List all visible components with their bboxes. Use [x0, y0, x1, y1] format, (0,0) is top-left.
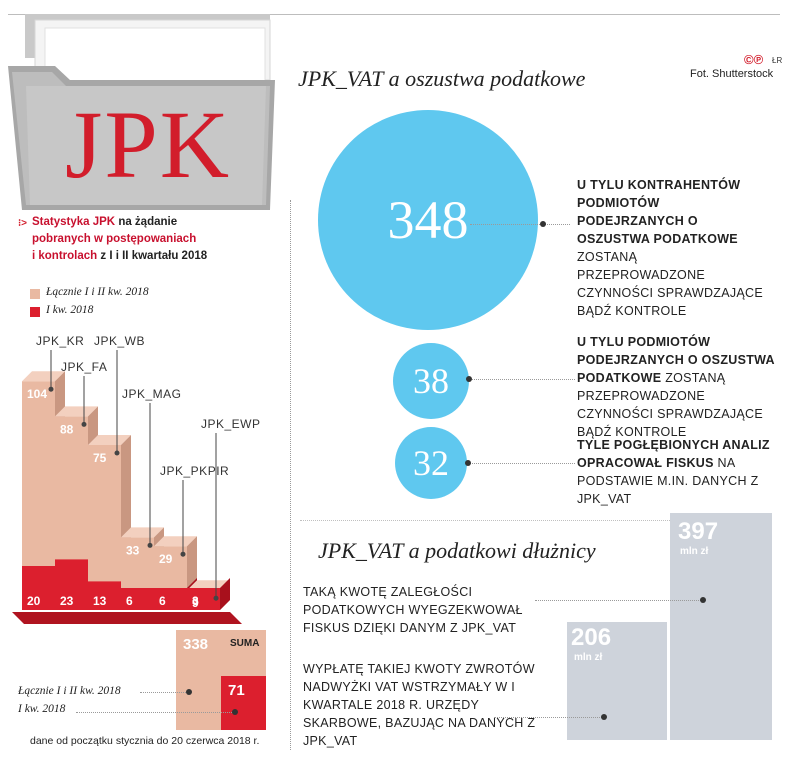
- debt-bar-397-value: 397: [678, 518, 719, 545]
- fraud-circle-348: 348: [318, 110, 538, 330]
- bar-total-value: 33: [126, 543, 140, 557]
- legend-swatch-total: [30, 289, 40, 299]
- fraud-text-348: U TYLU KONTRAHENTÓW PODMIOTÓW PODEJRZANY…: [577, 178, 764, 318]
- leader-348: [470, 224, 570, 225]
- bar-q1: [55, 559, 88, 610]
- bar-q1-value: 13: [93, 594, 107, 608]
- bar-category-label: JPK_EWP: [201, 417, 261, 431]
- debt-bar-397: [670, 513, 772, 740]
- footnote: dane od początku stycznia do 20 czerwca …: [30, 735, 260, 747]
- sum-leader-dot-total: [186, 689, 192, 695]
- bar-q1-value: 3: [192, 594, 199, 608]
- bar-chart: 104 20 JPK_KR 88 23 JPK_FA 75 13 JPK_WB 33 6 JPK_MA…: [12, 334, 261, 624]
- fraud-text-38: U TYLU PODMIOTÓW PODEJRZANYCH O OSZUSTWA…: [577, 335, 775, 439]
- bar-leader-dot: [147, 542, 153, 548]
- sum-leader-q1: [76, 712, 234, 713]
- bar-q1: [154, 588, 187, 610]
- bar-leader-dot: [213, 595, 219, 601]
- fraud-circle-38: 38: [393, 343, 469, 419]
- bar-total-value: 88: [60, 422, 74, 436]
- column-divider: [290, 200, 291, 750]
- sum-leader-dot-q1: [232, 709, 238, 715]
- top-rule: [8, 14, 780, 15]
- legend-label-total: Łącznie I i II kw. 2018: [46, 286, 149, 298]
- sum-legend-q1: I kw. 2018: [18, 703, 66, 715]
- leader-dot-206: [601, 714, 607, 720]
- leader-38: [470, 379, 575, 380]
- debtors-text-1: TAKĄ KWOTĘ ZALEGŁOŚCI PODATKOWYCH WYEGZE…: [303, 585, 523, 635]
- sum-total-value: 338: [183, 636, 209, 653]
- debtors-text-2: WYPŁATĘ TAKIEJ KWOTY ZWROTÓW NADWYŻKI VA…: [303, 662, 536, 748]
- legend-label-q1: I kw. 2018: [46, 304, 94, 316]
- author-initials: ŁR: [772, 56, 783, 65]
- bar-leader-dot: [180, 551, 186, 557]
- bar-q1-value: 23: [60, 594, 74, 608]
- sum-q1-value: 71: [228, 682, 245, 699]
- bar-q1-value: 6: [159, 594, 166, 608]
- legend-swatch-q1: [30, 307, 40, 317]
- bar-category-label: JPK_MAG: [122, 387, 182, 401]
- bar-total-value: 104: [27, 387, 47, 401]
- bar-total-top: [154, 536, 197, 547]
- bar-q1: [187, 588, 220, 610]
- bar-category-label: JPK_KR: [36, 334, 84, 348]
- bar-q1-side: [220, 578, 230, 610]
- bar-total-top: [187, 580, 230, 591]
- debt-bar-206-value: 206: [571, 624, 612, 651]
- debt-bar-206-unit: mln zł: [574, 652, 603, 663]
- bar-q1: [22, 566, 55, 610]
- chart-base: [12, 612, 242, 624]
- leader-32: [470, 463, 575, 464]
- bar-total-value: 9: [192, 596, 199, 610]
- debtors-title: JPK_VAT a podatkowi dłużnicy: [318, 538, 596, 563]
- bar-leader-dot: [81, 421, 87, 427]
- sum-legend-total: Łącznie I i II kw. 2018: [18, 685, 121, 697]
- bar-category-label: JPK_PKPIR: [160, 464, 229, 478]
- bar-total-top: [121, 527, 164, 538]
- bar-q1-value: 20: [27, 594, 41, 608]
- bar-q1-value: 6: [126, 594, 133, 608]
- bar-q1: [121, 588, 154, 610]
- bar-total-top: [88, 435, 131, 445]
- bar-q1: [88, 581, 121, 610]
- bar-total-top: [22, 371, 65, 382]
- leader-397: [535, 600, 703, 601]
- leader-dot-348: [540, 221, 546, 227]
- copyright-icon: ©℗: [744, 52, 764, 67]
- sum-q1-box: [221, 676, 266, 730]
- bar-total-value: 29: [159, 552, 173, 566]
- bar-category-label: JPK_WB: [94, 334, 145, 348]
- leader-206: [494, 717, 604, 718]
- leader-dot-32: [465, 460, 471, 466]
- bar-category-label: JPK_FA: [61, 360, 107, 374]
- sum-label: SUMA: [230, 638, 260, 649]
- stats-title: Statystyka JPK na żądanie pobranych w po…: [32, 216, 208, 262]
- leader-dot-397: [700, 597, 706, 603]
- bar-total-top: [55, 406, 98, 417]
- fraud-title: JPK_VAT a oszustwa podatkowe: [298, 66, 586, 91]
- sum-leader-total: [140, 692, 186, 693]
- bar-leader-dot: [48, 386, 54, 392]
- fraud-circle-32: 32: [395, 427, 467, 499]
- bullet-icon: ⁝>: [18, 218, 28, 229]
- folder-illustration: [8, 14, 275, 210]
- fraud-text-32: TYLE POGŁĘBIONYCH ANALIZ OPRACOWAŁ FISKU…: [577, 438, 770, 506]
- section-divider: [300, 520, 772, 521]
- leader-dot-38: [466, 376, 472, 382]
- bar-total-value: 75: [93, 451, 107, 465]
- logo-text: JPK: [64, 91, 232, 198]
- debt-bar-397-unit: mln zł: [680, 546, 709, 557]
- debt-bar-206: [567, 622, 667, 740]
- bar-leader-dot: [114, 450, 120, 456]
- photo-credit: Fot. Shutterstock: [690, 68, 774, 80]
